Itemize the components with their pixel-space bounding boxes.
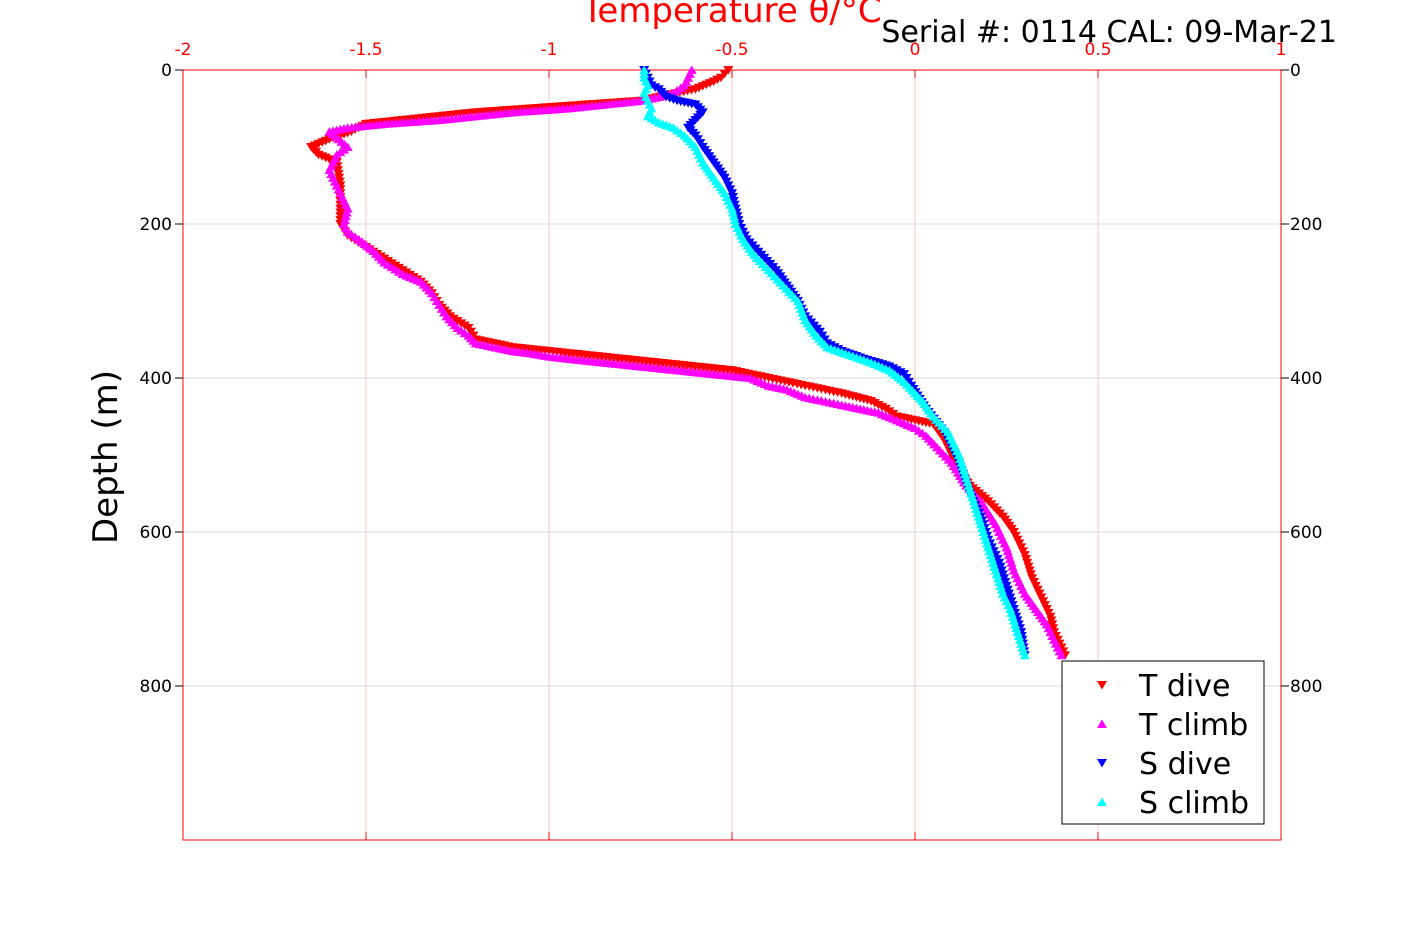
y-tick-label-right: 800	[1290, 677, 1322, 697]
x-tick-label: 1	[1276, 40, 1287, 60]
y-tick-label-right: 600	[1290, 523, 1322, 543]
legend-marker	[1097, 681, 1107, 690]
legend: T dive T climb S dive S climb	[1061, 660, 1265, 825]
x-tick-label: -2	[175, 40, 192, 60]
series-t-climb	[324, 65, 1067, 660]
serial-cal-label: Serial #: 0114 CAL: 09-Mar-21	[881, 15, 1337, 50]
data-markers	[306, 65, 1071, 660]
legend-marker	[1097, 797, 1107, 806]
legend-label: S climb	[1139, 786, 1249, 821]
legend-label: T climb	[1138, 708, 1248, 743]
legend-box	[1061, 660, 1265, 825]
legend-label: T dive	[1138, 669, 1230, 704]
legend-marker	[1097, 719, 1107, 728]
y-tick-label-left: 200	[140, 215, 172, 235]
x-tick-label: 0.5	[1084, 40, 1111, 60]
data-point	[686, 65, 697, 74]
x-tick-label: -1.5	[349, 40, 382, 60]
y-tick-label-right: 400	[1290, 369, 1322, 389]
y-tick-label-left: 600	[140, 523, 172, 543]
y-tick-label-left: 800	[140, 677, 172, 697]
x-tick-label: 0	[910, 40, 921, 60]
x-tick-label: -1	[541, 40, 558, 60]
series-t-dive	[306, 66, 1071, 660]
data-point	[639, 65, 650, 74]
y-axis-title: Depth (m)	[86, 370, 126, 544]
x-axis-title: Temperature θ/°C	[581, 0, 881, 31]
series-s-climb	[639, 65, 1030, 660]
legend-marker	[1097, 759, 1107, 768]
y-tick-label-left: 0	[161, 61, 172, 81]
y-tick-label-right: 200	[1290, 215, 1322, 235]
y-tick-label-right: 0	[1290, 61, 1301, 81]
y-tick-label-left: 400	[140, 369, 172, 389]
x-tick-label: -0.5	[715, 40, 748, 60]
legend-label: S dive	[1139, 747, 1231, 782]
